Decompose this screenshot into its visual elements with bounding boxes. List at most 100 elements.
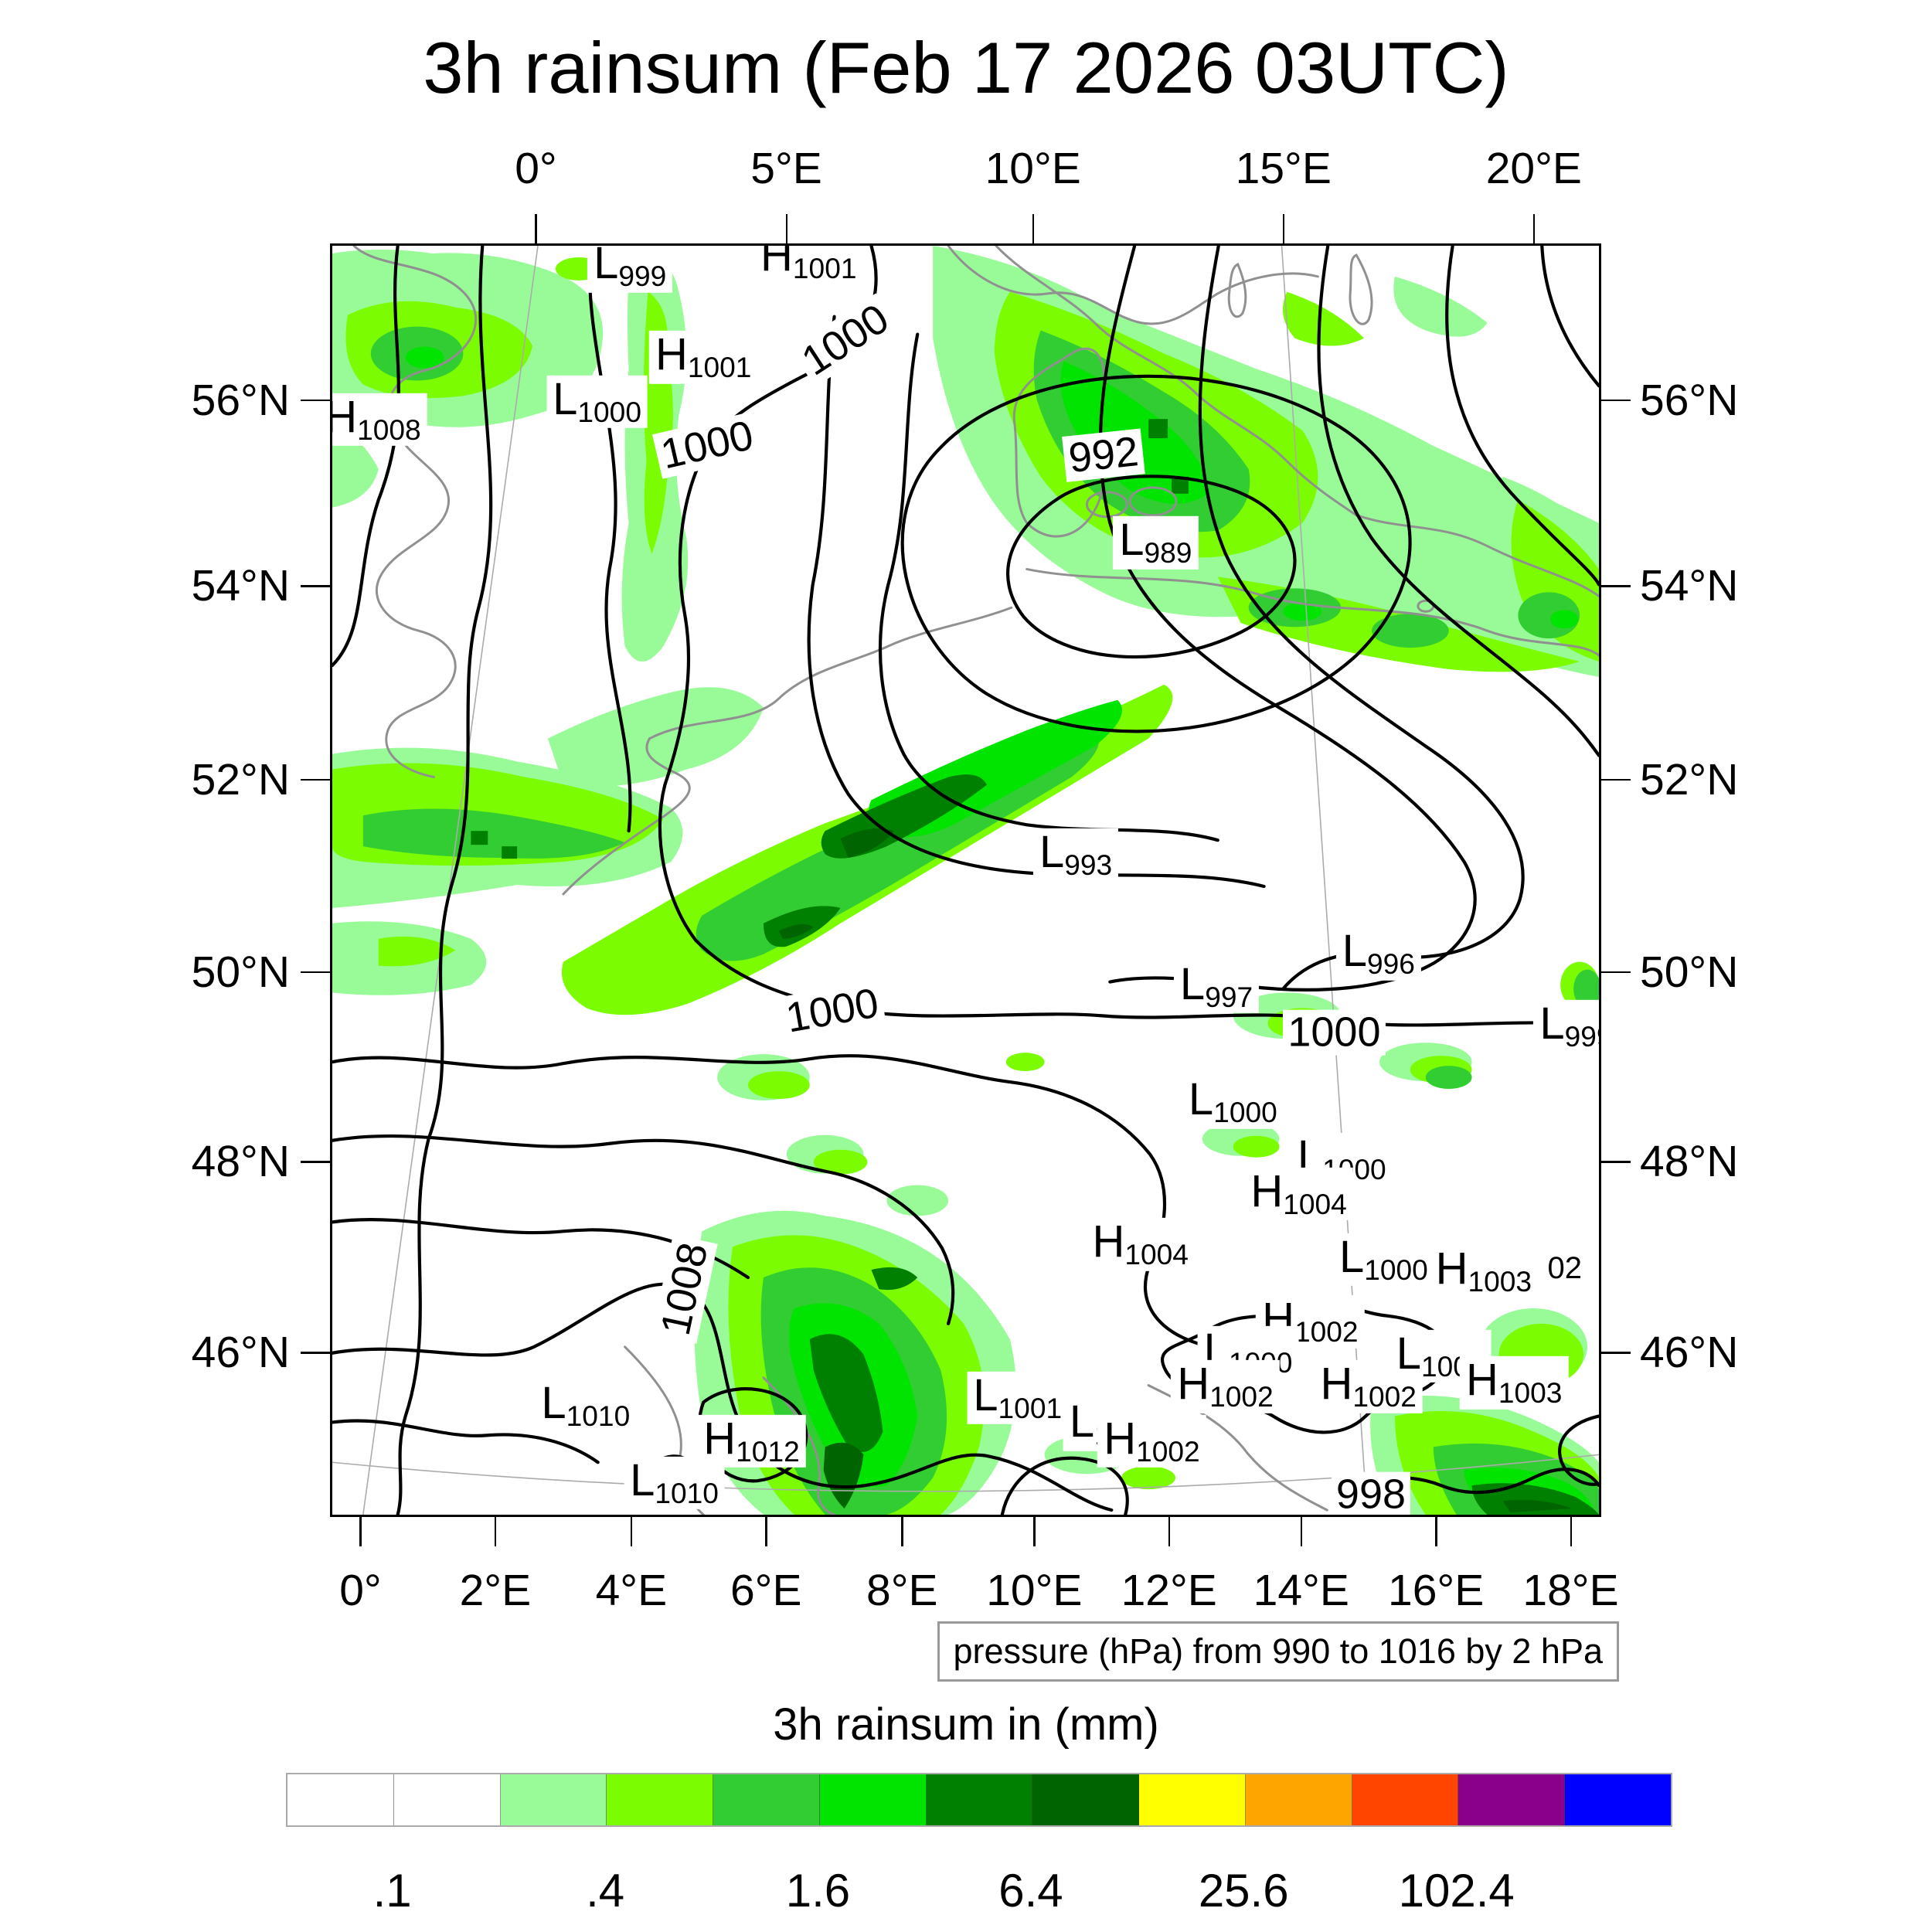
pressure-center-label: L996 bbox=[1335, 927, 1421, 981]
axis-label-left: 54°N bbox=[191, 561, 290, 611]
axis-label-left: 50°N bbox=[191, 947, 290, 997]
pressure-center-label: L1000 bbox=[1332, 1233, 1434, 1287]
axis-label-bottom: 4°E bbox=[595, 1566, 668, 1615]
colorbar-segment bbox=[1032, 1774, 1140, 1825]
axis-label-top: 20°E bbox=[1485, 144, 1582, 193]
coastline-layer bbox=[352, 246, 1599, 1515]
colorbar-tick-label: 6.4 bbox=[998, 1865, 1063, 1917]
axis-tick-left bbox=[301, 585, 330, 587]
map-panel: L999H1001H1001L100010001000H1008992L989L… bbox=[330, 243, 1601, 1517]
pressure-legend: pressure (hPa) from 990 to 1016 by 2 hPa bbox=[937, 1621, 1619, 1682]
colorbar-tick-label: .1 bbox=[372, 1865, 412, 1917]
pressure-center-label: H1002 bbox=[1097, 1414, 1206, 1468]
pressure-center-label: H1003 bbox=[1429, 1244, 1539, 1298]
axis-tick-left bbox=[301, 1352, 330, 1354]
axis-label-right: 48°N bbox=[1640, 1137, 1739, 1187]
axis-tick-right bbox=[1601, 1161, 1631, 1163]
colorbar-segment bbox=[287, 1774, 394, 1825]
pressure-center-label: H1001 bbox=[754, 246, 863, 285]
pressure-center-label: L989 bbox=[1113, 516, 1199, 570]
pressure-center-label: L993 bbox=[1032, 828, 1119, 882]
axis-tick-right bbox=[1601, 778, 1631, 781]
colorbar-segment bbox=[393, 1774, 501, 1825]
axis-label-top: 10°E bbox=[985, 144, 1081, 193]
axis-tick-bottom bbox=[765, 1517, 767, 1546]
axis-label-left: 56°N bbox=[191, 375, 290, 425]
colorbar bbox=[286, 1773, 1672, 1827]
contour-value-label: 02 bbox=[1545, 1252, 1584, 1285]
axis-tick-bottom bbox=[1033, 1517, 1036, 1546]
axis-tick-bottom bbox=[1300, 1517, 1303, 1546]
axis-label-bottom: 2°E bbox=[459, 1566, 532, 1615]
pressure-center-label: H1004 bbox=[1244, 1167, 1353, 1220]
axis-label-bottom: 18°E bbox=[1522, 1566, 1619, 1615]
colorbar-tick-label: .4 bbox=[586, 1865, 625, 1917]
axis-label-right: 56°N bbox=[1640, 375, 1739, 425]
axis-tick-right bbox=[1601, 1352, 1631, 1354]
axis-label-bottom: 6°E bbox=[730, 1566, 802, 1615]
axis-label-bottom: 16°E bbox=[1388, 1566, 1485, 1615]
colorbar-segment bbox=[926, 1774, 1033, 1825]
pressure-center-label: L1000 bbox=[546, 375, 648, 429]
precipitation-layer-6 bbox=[778, 828, 1573, 1513]
axis-tick-bottom bbox=[494, 1517, 497, 1546]
colorbar-title: 3h rainsum in (mm) bbox=[773, 1699, 1159, 1750]
axis-tick-left bbox=[301, 1161, 330, 1163]
pressure-center-label: L1010 bbox=[535, 1379, 637, 1432]
axis-label-left: 48°N bbox=[191, 1137, 290, 1187]
axis-tick-bottom bbox=[1168, 1517, 1171, 1546]
pressure-center-label: H1003 bbox=[1459, 1356, 1569, 1410]
page-title: 3h rainsum (Feb 17 2026 03UTC) bbox=[423, 27, 1509, 108]
pressure-center-label: L999 bbox=[1533, 999, 1599, 1053]
axis-label-bottom: 12°E bbox=[1121, 1566, 1217, 1615]
axis-label-bottom: 8°E bbox=[866, 1566, 938, 1615]
axis-tick-top bbox=[535, 214, 537, 243]
pressure-center-label: H1001 bbox=[648, 331, 758, 384]
axis-label-bottom: 0° bbox=[339, 1566, 382, 1615]
axis-tick-top bbox=[1282, 214, 1285, 243]
axis-tick-left bbox=[301, 971, 330, 974]
colorbar-tick-label: 102.4 bbox=[1398, 1865, 1515, 1917]
axis-label-top: 5°E bbox=[750, 144, 822, 193]
axis-tick-top bbox=[1032, 214, 1035, 243]
axis-tick-left bbox=[301, 778, 330, 781]
axis-label-top: 15°E bbox=[1235, 144, 1332, 193]
axis-label-left: 46°N bbox=[191, 1328, 290, 1378]
colorbar-segment bbox=[819, 1774, 927, 1825]
colorbar-segment bbox=[1458, 1774, 1566, 1825]
pressure-center-label: L997 bbox=[1173, 960, 1260, 1014]
colorbar-tick-label: 1.6 bbox=[785, 1865, 851, 1917]
contour-value-label: 1000 bbox=[1283, 1009, 1386, 1056]
colorbar-segment bbox=[713, 1774, 820, 1825]
axis-tick-bottom bbox=[901, 1517, 903, 1546]
axis-tick-right bbox=[1601, 971, 1631, 974]
contour-value-label: 998 bbox=[1331, 1471, 1411, 1515]
pressure-center-label: L1001 bbox=[967, 1371, 1069, 1425]
contour-value-label: 992 bbox=[1062, 428, 1145, 482]
colorbar-tick-label: 25.6 bbox=[1198, 1865, 1289, 1917]
pressure-center-label: H1008 bbox=[332, 393, 427, 447]
colorbar-segment bbox=[1139, 1774, 1246, 1825]
axis-tick-left bbox=[301, 399, 330, 402]
axis-tick-right bbox=[1601, 585, 1631, 587]
colorbar-segment bbox=[607, 1774, 714, 1825]
axis-label-top: 0° bbox=[515, 144, 557, 193]
colorbar-segment bbox=[500, 1774, 607, 1825]
axis-label-right: 46°N bbox=[1640, 1328, 1739, 1378]
axis-tick-top bbox=[785, 214, 788, 243]
pressure-center-label: L1000 bbox=[1182, 1076, 1284, 1129]
pressure-center-label: H1004 bbox=[1086, 1218, 1195, 1271]
axis-tick-right bbox=[1601, 399, 1631, 402]
axis-tick-bottom bbox=[630, 1517, 633, 1546]
colorbar-segment bbox=[1245, 1774, 1352, 1825]
pressure-center-label: H1002 bbox=[1171, 1359, 1280, 1413]
axis-label-bottom: 14°E bbox=[1253, 1566, 1349, 1615]
axis-tick-bottom bbox=[1570, 1517, 1573, 1546]
axis-tick-bottom bbox=[1435, 1517, 1437, 1546]
pressure-center-label: L999 bbox=[587, 246, 673, 293]
colorbar-segment bbox=[1565, 1774, 1671, 1825]
axis-tick-bottom bbox=[359, 1517, 362, 1546]
axis-label-right: 50°N bbox=[1640, 947, 1739, 997]
pressure-center-label: H1002 bbox=[1256, 1295, 1365, 1349]
axis-tick-top bbox=[1532, 214, 1536, 243]
